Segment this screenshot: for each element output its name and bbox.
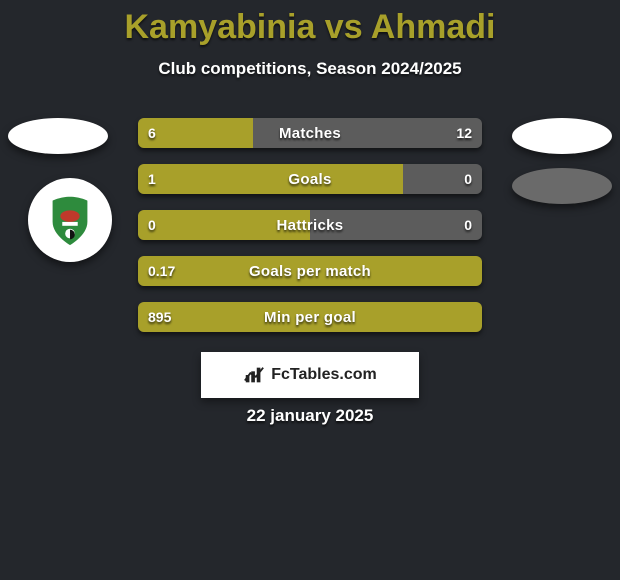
player-right-club-placeholder (512, 168, 612, 204)
stat-label: Matches (138, 118, 482, 148)
stat-row-mpg: 895 Min per goal (138, 302, 482, 332)
stat-label: Goals (138, 164, 482, 194)
stat-right-value: 12 (456, 118, 472, 148)
stat-right-value: 0 (464, 210, 472, 240)
site-name: FcTables.com (271, 366, 377, 384)
stat-label: Goals per match (138, 256, 482, 286)
club-crest-icon (41, 191, 99, 249)
footer-date: 22 january 2025 (0, 406, 620, 426)
stat-label: Min per goal (138, 302, 482, 332)
subtitle: Club competitions, Season 2024/2025 (0, 59, 620, 79)
stat-bars: 6 Matches 12 1 Goals 0 0 Hattricks 0 (138, 118, 482, 332)
player-left-avatar-placeholder (8, 118, 108, 154)
site-badge[interactable]: FcTables.com (201, 352, 419, 398)
player-left-club-logo (28, 178, 112, 262)
page-title: Kamyabinia vs Ahmadi (0, 0, 620, 47)
bar-chart-icon (243, 364, 265, 386)
player-right-avatar-placeholder (512, 118, 612, 154)
stat-row-matches: 6 Matches 12 (138, 118, 482, 148)
stat-right-value: 0 (464, 164, 472, 194)
stat-label: Hattricks (138, 210, 482, 240)
stat-row-gpm: 0.17 Goals per match (138, 256, 482, 286)
stat-row-hattricks: 0 Hattricks 0 (138, 210, 482, 240)
stat-row-goals: 1 Goals 0 (138, 164, 482, 194)
